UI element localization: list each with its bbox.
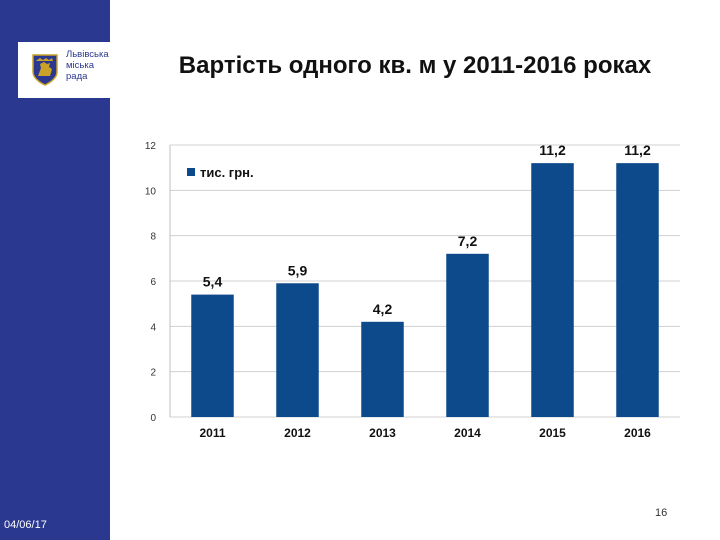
bar [276, 283, 319, 417]
x-tick-label: 2012 [284, 426, 311, 440]
x-tick-label: 2014 [454, 426, 481, 440]
bar [361, 321, 404, 417]
y-tick-label: 10 [145, 186, 157, 197]
x-tick-label: 2015 [539, 426, 566, 440]
legend-swatch [187, 168, 195, 176]
coat-of-arms-icon [32, 54, 58, 86]
y-tick-label: 2 [150, 368, 156, 379]
bar [531, 163, 574, 417]
chart-legend: тис. грн. [187, 165, 254, 180]
logo: Львівська міська рада [18, 42, 110, 98]
bar [191, 294, 234, 417]
x-tick-label: 2013 [369, 426, 396, 440]
x-tick-label: 2011 [199, 426, 225, 440]
y-tick-label: 0 [150, 413, 156, 424]
y-tick-label: 4 [150, 322, 156, 333]
data-label: 11,2 [624, 142, 651, 158]
data-label: 11,2 [539, 142, 566, 158]
data-label: 7,2 [458, 233, 478, 249]
page-number: 16 [655, 507, 668, 519]
y-tick-label: 8 [150, 232, 156, 243]
bar-chart: 0 2 4 6 8 10 12 2011 2012 2013 2014 2015 2016 5,4 5,9… [145, 141, 680, 440]
logo-text: Львівська міська рада [66, 49, 109, 82]
y-tick-label: 12 [145, 141, 157, 152]
slide-date: 04/06/17 [4, 519, 47, 531]
legend-label: тис. грн. [200, 165, 254, 180]
logo-line-2: міська [66, 60, 94, 71]
bar [616, 163, 659, 417]
data-label: 4,2 [373, 301, 393, 317]
logo-line-1: Львівська [66, 49, 109, 60]
slide-title: Вартість одного кв. м у 2011-2016 роках [178, 52, 652, 79]
data-label: 5,4 [203, 274, 223, 290]
logo-line-3: рада [66, 71, 88, 82]
data-label: 5,9 [288, 262, 308, 278]
x-tick-label: 2016 [624, 426, 651, 440]
bar [446, 253, 489, 417]
y-tick-label: 6 [150, 277, 156, 288]
